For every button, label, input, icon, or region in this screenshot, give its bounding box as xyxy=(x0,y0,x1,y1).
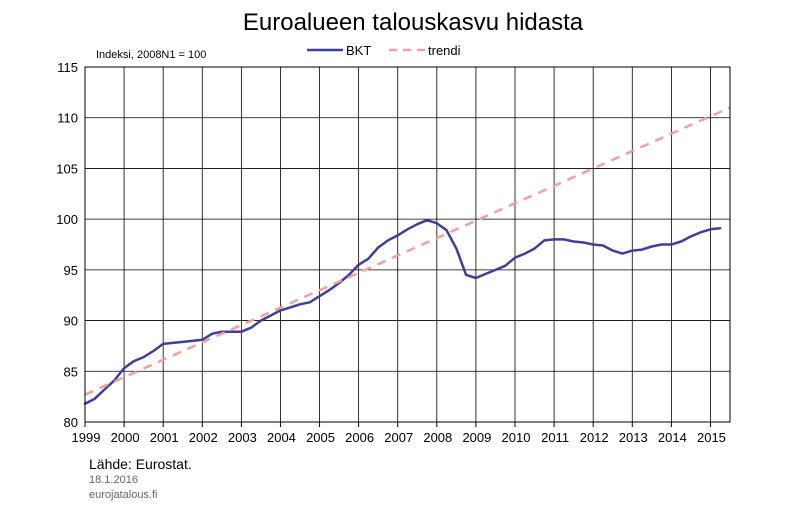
x-tick-label: 2012 xyxy=(580,430,609,445)
x-tick-label: 2000 xyxy=(111,430,140,445)
x-tick-label: 2009 xyxy=(462,430,491,445)
x-tick-label: 2005 xyxy=(306,430,335,445)
index-note: Indeksi, 2008N1 = 100 xyxy=(96,49,206,61)
y-tick-label: 110 xyxy=(57,111,78,126)
chart: Euroalueen talouskasvu hidasta Indeksi, … xyxy=(56,9,731,445)
y-tick-label: 100 xyxy=(56,212,78,227)
x-tick-label: 2010 xyxy=(502,430,531,445)
x-tick-label: 2002 xyxy=(189,430,218,445)
x-tick-label: 2006 xyxy=(345,430,374,445)
legend-label-trendi: trendi xyxy=(428,43,461,58)
x-tick-label: 2013 xyxy=(619,430,648,445)
x-tick-label: 1999 xyxy=(72,430,101,445)
source-note: Lähde: Eurostat. xyxy=(89,456,192,472)
series-line-trendi xyxy=(84,106,731,396)
x-tick-label: 2003 xyxy=(228,430,257,445)
x-tick-label: 2004 xyxy=(267,430,296,445)
x-tick-label: 2015 xyxy=(697,430,726,445)
x-axis: 1999 2000 2001 2002 2003 2004 2005 2006 2007 2008… xyxy=(72,422,726,445)
y-tick-label: 90 xyxy=(64,314,78,329)
x-tick-label: 2011 xyxy=(541,430,569,445)
y-axis: 80 85 90 95 100 105 110 115 xyxy=(56,60,78,430)
legend-label-bkt: BKT xyxy=(346,43,371,58)
x-tick-label: 2001 xyxy=(150,430,179,445)
y-tick-label: 105 xyxy=(56,161,78,176)
plot-frame xyxy=(84,66,731,423)
y-tick-label: 85 xyxy=(64,364,78,379)
chart-title: Euroalueen talouskasvu hidasta xyxy=(243,9,584,36)
date-note: 18.1.2016 xyxy=(89,474,138,486)
series-group xyxy=(83,106,731,405)
x-tick-label: 2007 xyxy=(384,430,413,445)
y-tick-label: 95 xyxy=(64,263,78,278)
grid xyxy=(85,66,730,423)
x-tick-label: 2014 xyxy=(658,430,687,445)
y-tick-label: 115 xyxy=(57,60,78,75)
x-tick-label: 2008 xyxy=(423,430,452,445)
series-line-bkt xyxy=(83,218,722,405)
y-tick-label: 80 xyxy=(64,415,78,430)
site-note: eurojatalous.fi xyxy=(89,489,158,501)
legend: BKT trendi xyxy=(307,43,461,58)
